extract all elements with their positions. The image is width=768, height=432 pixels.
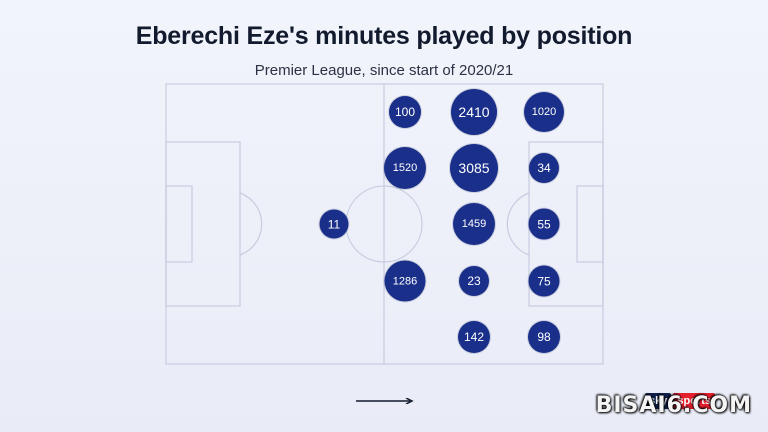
position-bubble-am-leftcenter: 34 bbox=[529, 153, 559, 183]
position-bubble-am-rightcenter: 75 bbox=[528, 265, 560, 297]
position-bubble-dm-left: 100 bbox=[389, 96, 421, 128]
position-bubble-dm-leftcenter: 1520 bbox=[384, 147, 426, 189]
left-penalty-box bbox=[165, 141, 241, 307]
right-penalty-arc bbox=[506, 192, 530, 256]
position-bubble-lcb: 11 bbox=[319, 209, 349, 239]
watermark: BISAI6.COM bbox=[595, 393, 752, 418]
left-penalty-arc bbox=[239, 192, 263, 256]
position-bubble-cm-center: 3085 bbox=[450, 144, 498, 192]
position-bubble-am-right: 98 bbox=[528, 321, 560, 353]
page-subtitle: Premier League, since start of 2020/21 bbox=[254, 62, 514, 79]
position-bubble-cm-right: 23 bbox=[459, 266, 489, 296]
right-arrow-icon bbox=[356, 398, 414, 404]
right-six-yard-box bbox=[576, 185, 604, 263]
position-bubble-dm-rightcenter: 1286 bbox=[384, 260, 426, 302]
logo-sky: sky bbox=[645, 393, 672, 409]
position-bubble-am-center: 55 bbox=[528, 208, 560, 240]
position-bubble-am-left: 1020 bbox=[524, 92, 564, 132]
sky-sports-logo: sky sports bbox=[645, 392, 715, 410]
position-bubble-cm-far: 142 bbox=[458, 321, 490, 353]
logo-sports: sports bbox=[673, 393, 715, 409]
position-bubble-cm-mid: 1459 bbox=[453, 203, 495, 245]
page-title: Eberechi Eze's minutes played by positio… bbox=[135, 22, 633, 50]
position-bubble-cm-left: 2410 bbox=[451, 89, 497, 135]
left-six-yard-box bbox=[165, 185, 193, 263]
